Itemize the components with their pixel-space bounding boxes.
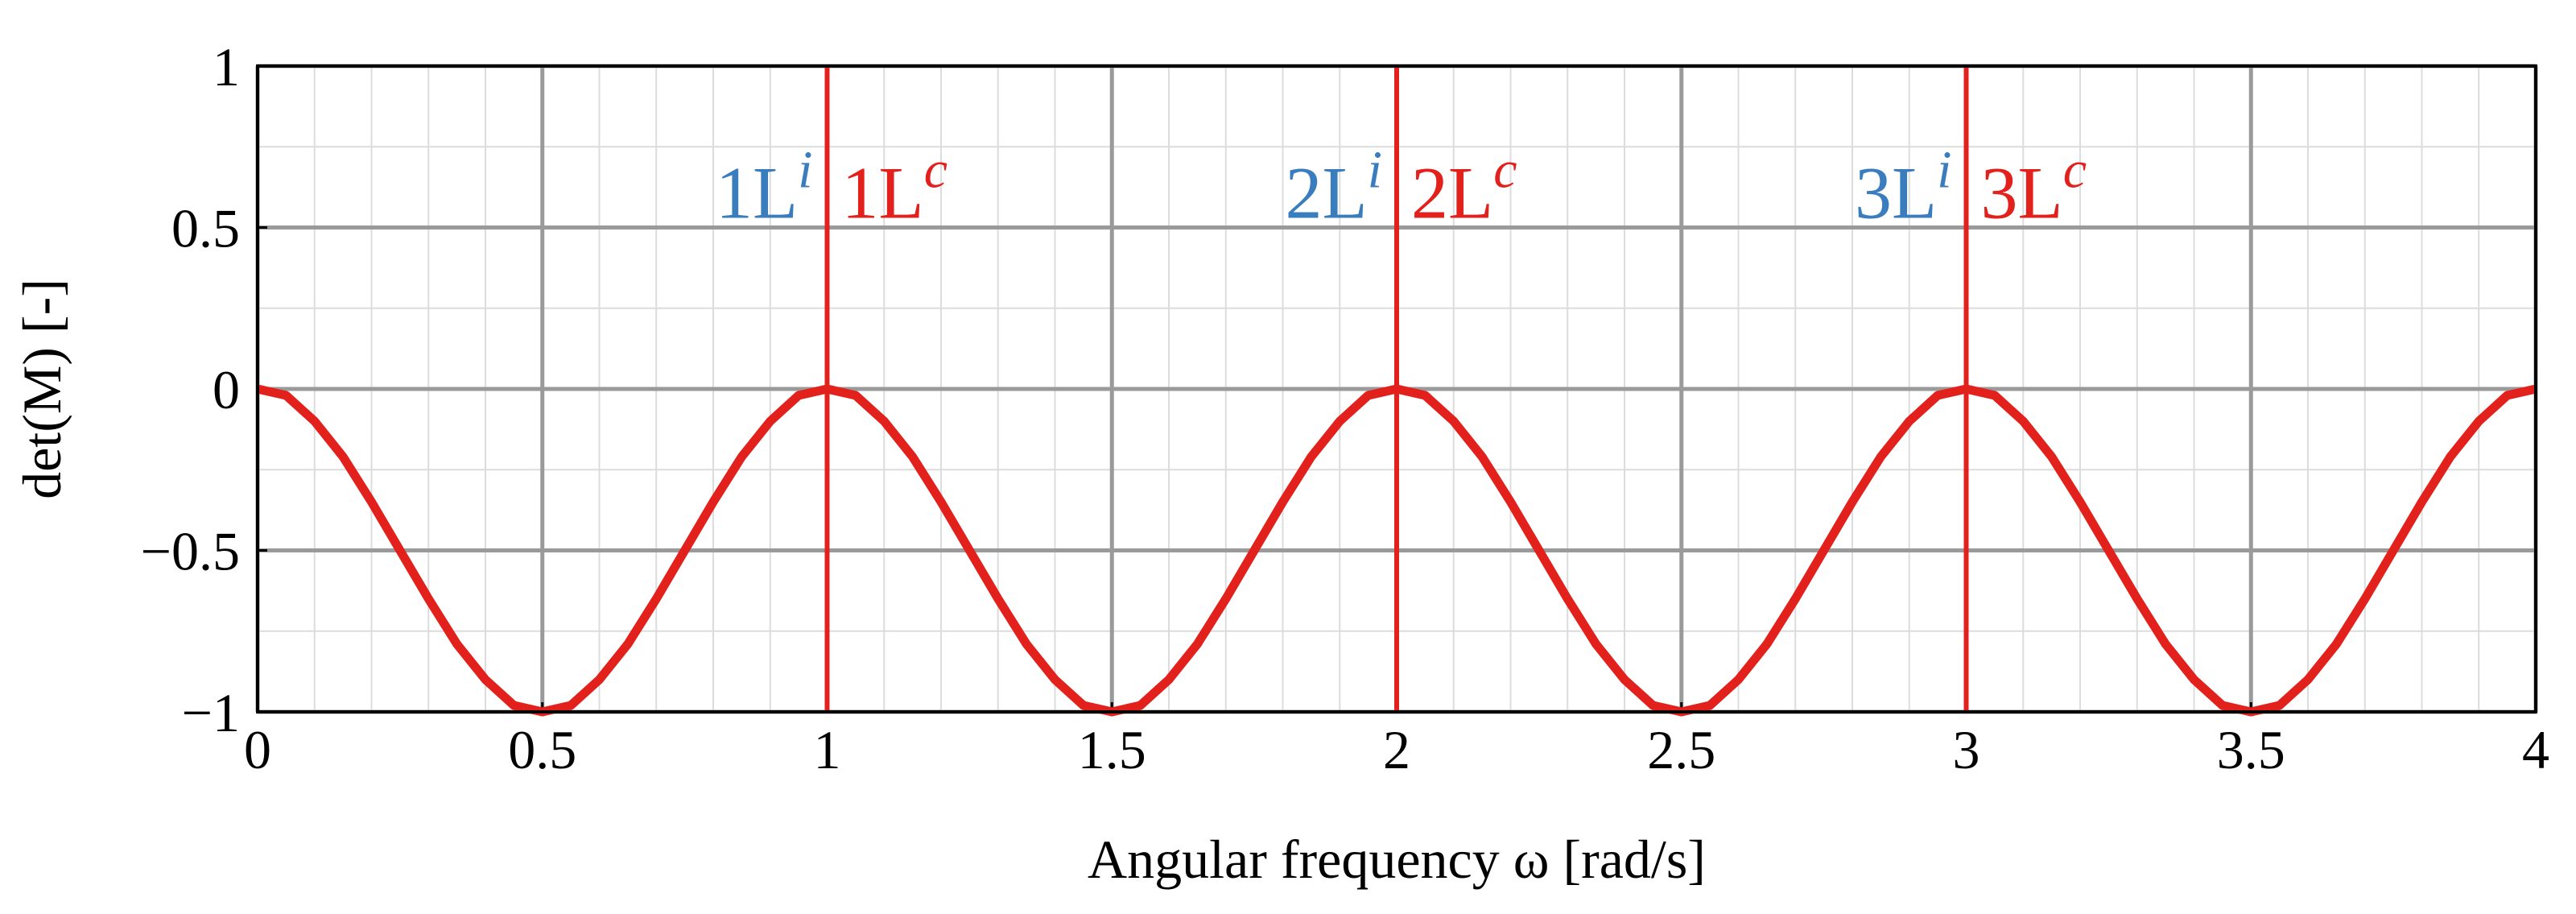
y-tick-label: 1 [213, 36, 240, 97]
x-tick-label: 4 [2522, 719, 2549, 780]
annotation-text: 2L [1285, 151, 1367, 234]
y-tick-label: 0.5 [171, 198, 240, 259]
annotation: 1Lc [842, 140, 948, 234]
x-tick-label: 2 [1383, 719, 1410, 780]
annotation-text: 3L [1981, 151, 2063, 234]
x-tick-label: 2.5 [1647, 719, 1715, 780]
annotation: 1Li [716, 140, 813, 234]
y-tick-label: −0.5 [141, 521, 240, 582]
annotation: 2Lc [1411, 140, 1517, 234]
x-tick-label: 3 [1953, 719, 1980, 780]
annotation-text: 1L [716, 151, 798, 234]
annotation-superscript: c [1493, 140, 1517, 199]
x-tick-label: 1 [814, 719, 841, 780]
data-line [256, 384, 2537, 717]
annotation-text: 1L [842, 151, 924, 234]
annotation-text: 3L [1855, 151, 1937, 234]
x-tick-label: 3.5 [2217, 719, 2285, 780]
y-tick-label: −1 [182, 682, 240, 743]
annotation: 2Li [1285, 140, 1382, 234]
plot-frame [256, 64, 2537, 713]
annotation: 3Lc [1981, 140, 2087, 234]
y-axis-label: det(M) [-] [11, 279, 72, 499]
x-tick-label: 0 [244, 719, 271, 780]
annotation-superscript: c [2063, 140, 2087, 199]
x-tick-label: 1.5 [1078, 719, 1146, 780]
annotation-superscript: i [1937, 140, 1951, 199]
x-tick-label: 0.5 [508, 719, 576, 780]
annotation: 3Li [1855, 140, 1952, 234]
annotation-superscript: i [798, 140, 812, 199]
annotation-superscript: i [1368, 140, 1382, 199]
x-axis-label: Angular frequency ω [rad/s] [1088, 829, 1706, 890]
y-tick-label: 0 [213, 359, 240, 420]
annotation-superscript: c [924, 140, 947, 199]
annotation-text: 2L [1411, 151, 1493, 234]
